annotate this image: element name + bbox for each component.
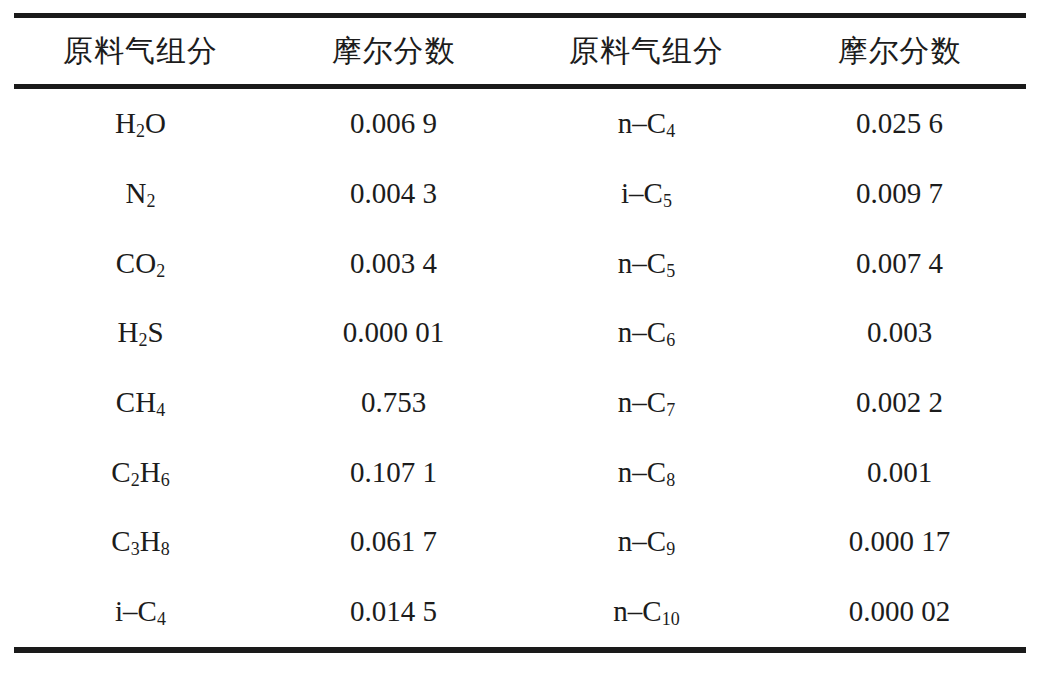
component-cell: C2H6: [14, 456, 267, 489]
table-row: CH4 0.753 n–C7 0.002 2: [14, 368, 1026, 438]
fraction-cell: 0.025 6: [773, 107, 1026, 140]
table-row: H2S 0.000 01 n–C6 0.003: [14, 298, 1026, 368]
fraction-cell: 0.061 7: [267, 525, 520, 558]
fraction-cell: 0.006 9: [267, 107, 520, 140]
component-cell: n–C5: [520, 247, 773, 280]
column-header-component-left: 原料气组分: [14, 31, 267, 72]
fraction-cell: 0.014 5: [267, 595, 520, 628]
component-cell: n–C8: [520, 456, 773, 489]
mole-fraction-table: 原料气组分 摩尔分数 原料气组分 摩尔分数 H2O 0.006 9 n–C4 0…: [14, 13, 1026, 653]
table-row: C2H6 0.107 1 n–C8 0.001: [14, 437, 1026, 507]
fraction-cell: 0.107 1: [267, 456, 520, 489]
fraction-cell: 0.000 01: [267, 316, 520, 349]
column-header-fraction-right: 摩尔分数: [773, 31, 1026, 72]
fraction-cell: 0.000 02: [773, 595, 1026, 628]
table-row: C3H8 0.061 7 n–C9 0.000 17: [14, 507, 1026, 577]
component-cell: N2: [14, 177, 267, 210]
component-cell: n–C7: [520, 386, 773, 419]
column-header-component-right: 原料气组分: [520, 31, 773, 72]
component-cell: C3H8: [14, 525, 267, 558]
component-cell: n–C4: [520, 107, 773, 140]
table-bottom-rule: [14, 647, 1026, 653]
component-cell: n–C9: [520, 525, 773, 558]
table-row: H2O 0.006 9 n–C4 0.025 6: [14, 89, 1026, 159]
fraction-cell: 0.009 7: [773, 177, 1026, 210]
column-header-fraction-left: 摩尔分数: [267, 31, 520, 72]
table-row: N2 0.004 3 i–C5 0.009 7: [14, 159, 1026, 229]
fraction-cell: 0.003 4: [267, 247, 520, 280]
component-cell: i–C4: [14, 595, 267, 628]
fraction-cell: 0.001: [773, 456, 1026, 489]
fraction-cell: 0.003: [773, 316, 1026, 349]
component-cell: CH4: [14, 386, 267, 419]
table-row: CO2 0.003 4 n–C5 0.007 4: [14, 228, 1026, 298]
component-cell: CO2: [14, 247, 267, 280]
fraction-cell: 0.002 2: [773, 386, 1026, 419]
fraction-cell: 0.753: [267, 386, 520, 419]
fraction-cell: 0.000 17: [773, 525, 1026, 558]
component-cell: n–C10: [520, 595, 773, 628]
component-cell: i–C5: [520, 177, 773, 210]
fraction-cell: 0.007 4: [773, 247, 1026, 280]
component-cell: n–C6: [520, 316, 773, 349]
component-cell: H2S: [14, 316, 267, 349]
table-row: i–C4 0.014 5 n–C10 0.000 02: [14, 577, 1026, 647]
fraction-cell: 0.004 3: [267, 177, 520, 210]
component-cell: H2O: [14, 107, 267, 140]
table-header-row: 原料气组分 摩尔分数 原料气组分 摩尔分数: [14, 18, 1026, 84]
